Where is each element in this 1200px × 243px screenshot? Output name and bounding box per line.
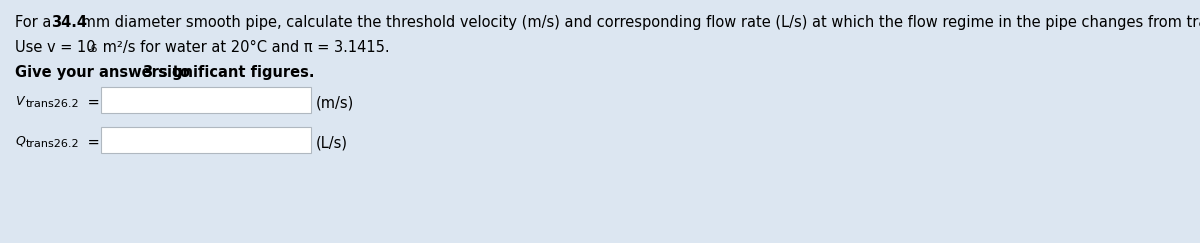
Text: For a: For a xyxy=(14,15,56,30)
Text: (m/s): (m/s) xyxy=(316,95,354,110)
Text: Give your answers to: Give your answers to xyxy=(14,65,194,80)
Text: V: V xyxy=(14,95,24,108)
Text: m²/s for water at 20°C and π = 3.1415.: m²/s for water at 20°C and π = 3.1415. xyxy=(98,40,390,55)
Text: trans26.2: trans26.2 xyxy=(26,139,79,149)
Text: 3 significant figures.: 3 significant figures. xyxy=(143,65,314,80)
Text: =: = xyxy=(83,135,100,150)
Text: =: = xyxy=(83,95,100,110)
Text: mm diameter smooth pipe, calculate the threshold velocity (m/s) and correspondin: mm diameter smooth pipe, calculate the t… xyxy=(77,15,1200,30)
Text: -6: -6 xyxy=(88,44,97,54)
Text: 34.4: 34.4 xyxy=(50,15,88,30)
Bar xyxy=(101,87,311,113)
Text: Use v = 10: Use v = 10 xyxy=(14,40,96,55)
Text: (L/s): (L/s) xyxy=(316,135,348,150)
Text: Q: Q xyxy=(14,135,25,148)
Bar xyxy=(101,127,311,153)
Text: trans26.2: trans26.2 xyxy=(26,99,79,109)
